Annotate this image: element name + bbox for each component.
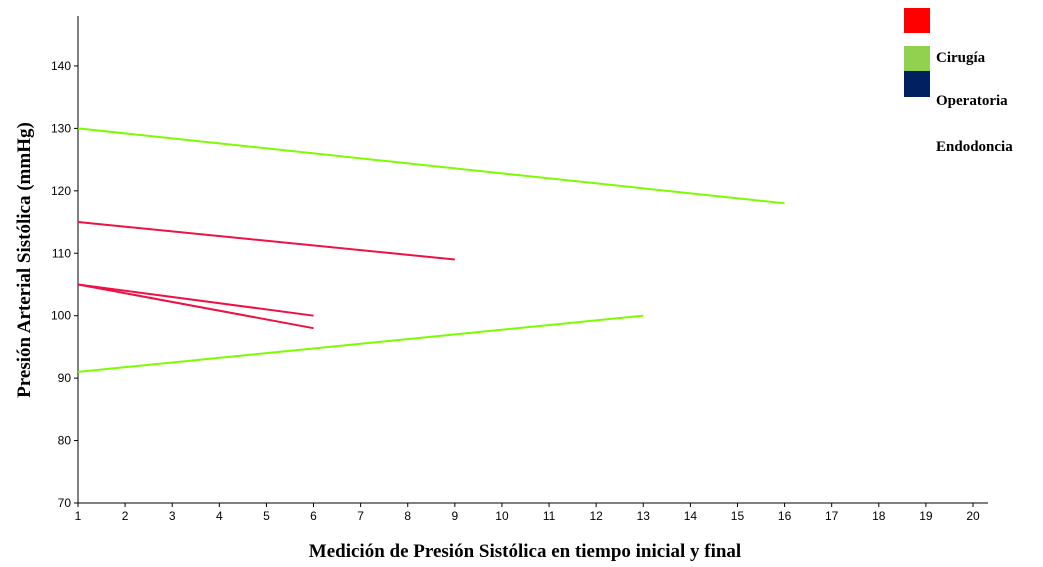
- series-line-2: [77, 221, 455, 261]
- x-tick-label: 13: [637, 509, 651, 523]
- legend-swatch-2: [904, 46, 930, 71]
- x-tick-label: 7: [357, 509, 364, 523]
- legend-swatch-3: [904, 71, 930, 97]
- y-tick-label: 140: [51, 59, 71, 73]
- series-line-5: [77, 314, 644, 373]
- x-tick-label: 15: [731, 509, 745, 523]
- y-tick-label: 70: [58, 496, 72, 510]
- x-tick-label: 20: [966, 509, 980, 523]
- legend-swatch-1: [904, 8, 930, 33]
- x-axis-title: Medición de Presión Sistólica en tiempo …: [309, 541, 741, 562]
- legend-label-2: Cirugía: [936, 50, 986, 66]
- x-tick-label: 8: [404, 509, 411, 523]
- x-tick-label: 1: [75, 509, 82, 523]
- y-axis-title: Presión Arterial Sistólica (mmHg): [14, 122, 35, 398]
- x-tick-label: 12: [589, 509, 603, 523]
- y-tick-label: 110: [52, 246, 71, 260]
- x-tick-label: 9: [451, 509, 458, 523]
- x-tick-label: 14: [684, 509, 698, 523]
- y-tick-label: 90: [58, 371, 72, 385]
- series-line-4: [77, 283, 314, 330]
- series-line-3: [77, 283, 314, 317]
- x-tick-label: 18: [872, 509, 886, 523]
- y-tick-label: 120: [51, 184, 71, 198]
- series-layer: [77, 127, 785, 373]
- y-tick-label: 80: [58, 434, 72, 448]
- x-tick-label: 6: [310, 509, 317, 523]
- series-line-1: [77, 127, 785, 205]
- x-tick-label: 4: [216, 509, 223, 523]
- x-tick-label: 5: [263, 509, 270, 523]
- legend-label-4: Endodoncia: [936, 139, 1013, 155]
- x-tick-label: 2: [122, 509, 129, 523]
- plot-area: [76, 16, 988, 504]
- legend-label-3: Operatoria: [936, 93, 1008, 109]
- y-tick-label: 130: [51, 121, 71, 135]
- x-tick-label: 19: [919, 509, 933, 523]
- x-tick-label: 3: [169, 509, 176, 523]
- x-tick-label: 11: [543, 509, 556, 523]
- x-tick-label: 17: [825, 509, 839, 523]
- legend: Cirugía Operatoria Endodoncia: [904, 8, 1013, 155]
- x-axis-ticks: 1 2 3 4 5 6 7 8 9 10 11 12 13 14 15 16 17 18 19 20: [75, 503, 980, 523]
- x-tick-label: 16: [778, 509, 792, 523]
- y-axis-ticks: 70 80 90 100 110 120 130 140: [51, 59, 78, 510]
- y-tick-label: 100: [51, 309, 71, 323]
- x-tick-label: 10: [495, 509, 509, 523]
